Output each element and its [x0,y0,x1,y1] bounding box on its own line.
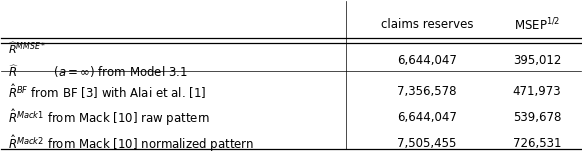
Text: claims reserves: claims reserves [381,19,473,32]
Text: $\hat{R}^{BF}$ from BF [3] with Alai et al. [1]: $\hat{R}^{BF}$ from BF [3] with Alai et … [8,82,207,101]
Text: 7,356,578: 7,356,578 [398,85,457,98]
Text: 7,505,455: 7,505,455 [398,136,457,150]
Text: 471,973: 471,973 [513,85,562,98]
Text: $\hat{R}^{Mack1}$ from Mack [10] raw pattern: $\hat{R}^{Mack1}$ from Mack [10] raw pat… [8,107,211,128]
Text: 539,678: 539,678 [513,111,562,124]
Text: $\hat{R}^{Mack2}$ from Mack [10] normalized pattern: $\hat{R}^{Mack2}$ from Mack [10] normali… [8,133,254,154]
Text: 6,644,047: 6,644,047 [397,111,457,124]
Text: $\widehat{R}$          $(a = \infty)$ from Model 3.1: $\widehat{R}$ $(a = \infty)$ from Model … [8,63,188,80]
Text: 726,531: 726,531 [513,136,562,150]
Text: 6,644,047: 6,644,047 [397,54,457,67]
Text: MSEP$^{1/2}$: MSEP$^{1/2}$ [514,17,560,33]
Text: 395,012: 395,012 [513,54,562,67]
Text: $\widehat{R}^{MMSE*}$: $\widehat{R}^{MMSE*}$ [8,41,47,56]
